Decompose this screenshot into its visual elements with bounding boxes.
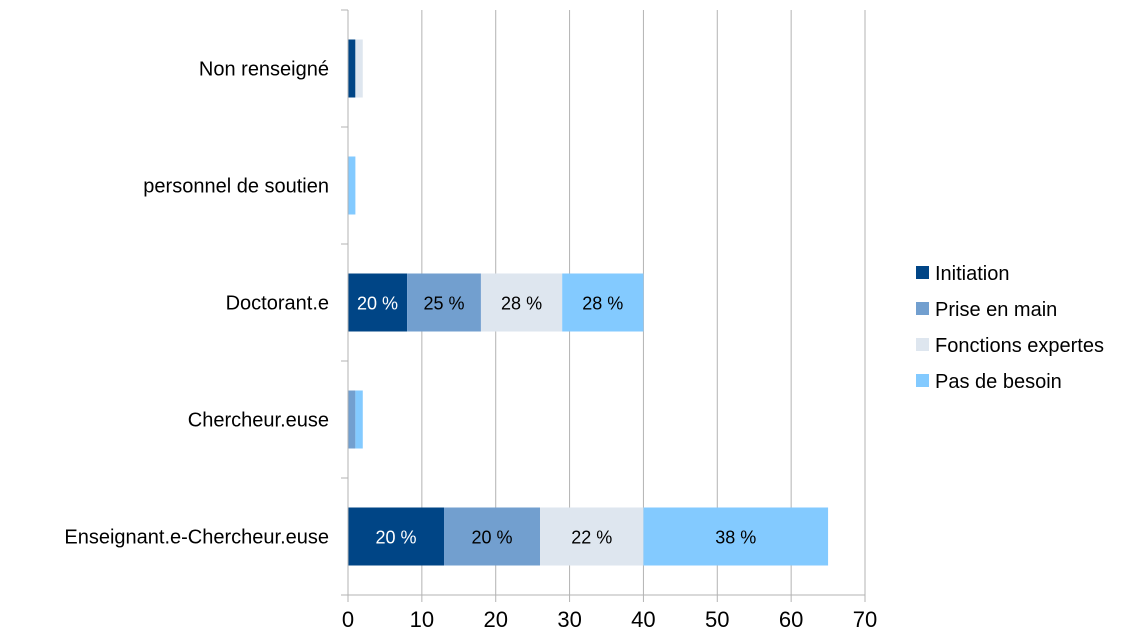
category-label: personnel de soutien (143, 176, 329, 198)
x-tick-label: 30 (557, 607, 581, 632)
category-label: Chercheur.euse (188, 410, 329, 432)
bar-segment (480, 273, 563, 332)
x-tick-label: 0 (342, 607, 354, 632)
legend-label: Initiation (935, 263, 1010, 285)
category-label: Doctorant.e (226, 293, 329, 315)
x-tick-label: 50 (705, 607, 729, 632)
bar-segment (444, 507, 541, 566)
bar-segment (355, 390, 363, 449)
bar-segment (540, 507, 644, 566)
data-label: 20 % (375, 528, 416, 548)
data-label: 38 % (715, 528, 756, 548)
legend-label: Pas de besoin (935, 371, 1062, 393)
bar-segment (348, 39, 356, 98)
legend-swatch (916, 302, 929, 315)
data-label: 25 % (423, 294, 464, 314)
bar-segment (562, 273, 644, 332)
legend: Initiation Prise en main Fonctions experte… (916, 263, 1104, 393)
x-tick-label: 70 (853, 607, 877, 632)
bar-segment (348, 273, 408, 332)
data-label: 20 % (472, 528, 513, 548)
category-labels: Non renseigné personnel de soutien Doctora… (64, 59, 329, 549)
legend-swatch (916, 266, 929, 279)
legend-label: Prise en main (935, 299, 1057, 321)
legend-swatch (916, 374, 929, 387)
bar-segment (407, 273, 481, 332)
x-tick-label: 60 (779, 607, 803, 632)
bars-group: 20 % 25 % 28 % 28 % 20 % 20 % 22 % 38 % (348, 39, 829, 566)
axes-group (341, 9, 866, 602)
bar-segment (643, 507, 829, 566)
category-label: Non renseigné (199, 59, 329, 81)
x-tick-label: 20 (483, 607, 507, 632)
data-label: 22 % (571, 528, 612, 548)
bar-segment (355, 39, 363, 98)
x-tick-label: 10 (410, 607, 434, 632)
data-label: 20 % (357, 294, 398, 314)
x-tick-labels: 0 10 20 30 40 50 60 70 (342, 607, 877, 632)
category-label: Enseignant.e-Chercheur.euse (64, 527, 329, 549)
legend-label: Fonctions expertes (935, 335, 1104, 357)
data-label: 28 % (501, 294, 542, 314)
bar-segment (348, 507, 445, 566)
legend-swatch (916, 338, 929, 351)
x-tick-label: 40 (631, 607, 655, 632)
bar-segment (348, 156, 356, 215)
bar-segment (348, 390, 356, 449)
data-label: 28 % (582, 294, 623, 314)
